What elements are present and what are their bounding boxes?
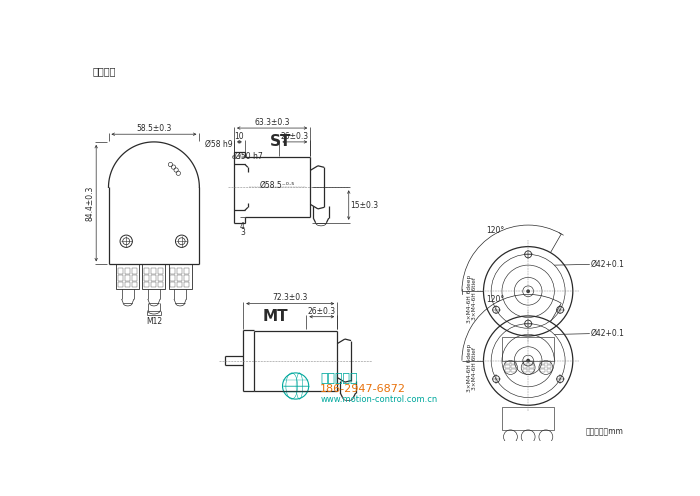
Bar [505, 365, 510, 369]
Text: MT: MT [262, 309, 288, 324]
Text: 120°: 120° [486, 295, 504, 305]
Bar [158, 282, 163, 288]
Bar [158, 268, 163, 274]
Bar [529, 362, 533, 365]
Text: ST: ST [270, 134, 291, 149]
Text: 26±0.3: 26±0.3 [281, 132, 309, 141]
Bar [505, 369, 510, 372]
Bar [151, 268, 156, 274]
Bar [170, 268, 176, 274]
Bar [132, 275, 137, 281]
Bar [144, 282, 149, 288]
Text: www.motion-control.com.cn: www.motion-control.com.cn [321, 395, 438, 404]
Text: 4: 4 [240, 222, 245, 231]
Text: 3×M4-6H 6deep: 3×M4-6H 6deep [467, 344, 472, 392]
Bar [502, 337, 554, 361]
Text: 尺寸单位：mm: 尺寸单位：mm [586, 428, 624, 437]
Bar [151, 282, 156, 288]
Text: 10: 10 [234, 132, 244, 141]
Bar [170, 275, 176, 281]
Bar [169, 264, 192, 289]
Text: 26±0.3: 26±0.3 [308, 307, 336, 315]
Bar [125, 268, 130, 274]
Text: M12: M12 [146, 317, 162, 326]
Bar [125, 282, 130, 288]
Bar [142, 264, 165, 289]
Text: Ø42+0.1: Ø42+0.1 [591, 329, 624, 338]
Text: 同步法兰: 同步法兰 [92, 65, 116, 76]
Bar [132, 282, 137, 288]
Bar [144, 268, 149, 274]
Bar [523, 362, 527, 365]
Bar [529, 369, 533, 372]
Bar [547, 362, 552, 365]
Text: 6.3≈: 6.3≈ [232, 155, 247, 160]
Bar [547, 365, 552, 369]
Bar [158, 275, 163, 281]
Text: 15±0.3: 15±0.3 [350, 200, 379, 209]
Bar [177, 275, 183, 281]
Bar [177, 268, 183, 274]
Text: 63.3±0.3: 63.3±0.3 [254, 118, 290, 127]
Bar [118, 268, 123, 274]
Bar [144, 275, 149, 281]
Bar [125, 275, 130, 281]
Text: 3×M4-6H 6tief: 3×M4-6H 6tief [473, 347, 477, 390]
Bar [540, 365, 545, 369]
Bar [184, 268, 189, 274]
Bar [132, 268, 137, 274]
Bar [118, 282, 123, 288]
Bar [151, 275, 156, 281]
Bar [540, 362, 545, 365]
Bar [540, 369, 545, 372]
Circle shape [527, 290, 529, 293]
Bar [184, 275, 189, 281]
Bar [116, 264, 139, 289]
Text: Ø58 h9: Ø58 h9 [205, 139, 232, 148]
Text: Ø42+0.1: Ø42+0.1 [591, 260, 624, 269]
Text: Ø50 h7: Ø50 h7 [234, 152, 262, 161]
Bar [523, 369, 527, 372]
Bar [511, 369, 516, 372]
Text: Ø58.5⁻⁰·⁵: Ø58.5⁻⁰·⁵ [260, 182, 295, 190]
Bar [118, 275, 123, 281]
Bar [184, 282, 189, 288]
Bar [505, 362, 510, 365]
Text: 西安德伍拓: 西安德伍拓 [321, 372, 358, 385]
Circle shape [527, 360, 529, 362]
Text: 186-2947-6872: 186-2947-6872 [321, 384, 406, 394]
Bar [170, 282, 176, 288]
Bar [502, 407, 554, 430]
Bar [511, 362, 516, 365]
Bar [511, 365, 516, 369]
Text: 120°: 120° [486, 226, 504, 235]
Bar [529, 365, 533, 369]
Text: 3×M4-6H 6tief: 3×M4-6H 6tief [473, 277, 477, 320]
Text: 3×M4-6H 6deep: 3×M4-6H 6deep [467, 275, 472, 323]
Text: 3: 3 [240, 228, 245, 237]
Text: 72.3±0.3: 72.3±0.3 [272, 294, 308, 303]
Text: 84.4±0.3: 84.4±0.3 [85, 186, 94, 221]
Bar [547, 369, 552, 372]
Bar [177, 282, 183, 288]
Text: 58.5±0.3: 58.5±0.3 [136, 124, 172, 133]
Bar [523, 365, 527, 369]
